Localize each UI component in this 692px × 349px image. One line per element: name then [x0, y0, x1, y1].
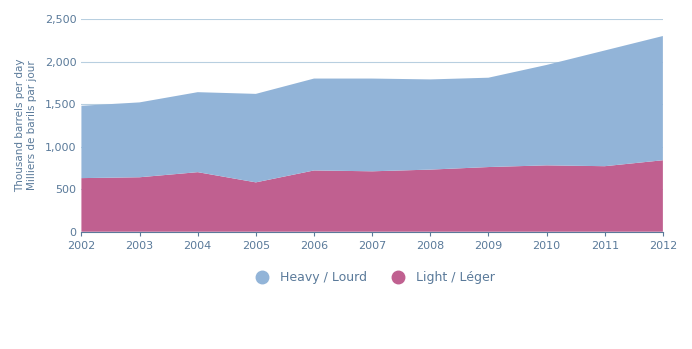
- Legend: Heavy / Lourd, Light / Léger: Heavy / Lourd, Light / Léger: [245, 266, 500, 289]
- Y-axis label: Thousand barrels per day
Milliers de barils par jour: Thousand barrels per day Milliers de bar…: [15, 59, 37, 192]
